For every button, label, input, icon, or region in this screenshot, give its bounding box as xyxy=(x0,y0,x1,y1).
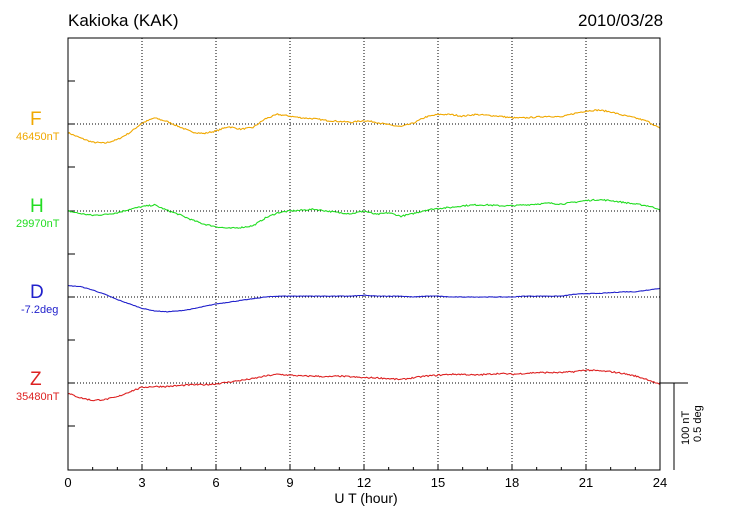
x-tick-label: 24 xyxy=(652,475,668,490)
series-line-z xyxy=(67,369,661,402)
series-line-f xyxy=(67,109,661,144)
scale-bar xyxy=(660,382,688,470)
baseline-h: 29970nT xyxy=(16,218,60,230)
date-label: 2010/03/28 xyxy=(578,11,664,30)
x-tick-label: 18 xyxy=(504,475,520,490)
plot-frame xyxy=(67,37,661,471)
baseline-z: 35480nT xyxy=(16,391,60,403)
baseline-f: 46450nT xyxy=(16,131,60,143)
x-axis-label: U T (hour) xyxy=(334,490,398,506)
x-tick-label: 6 xyxy=(212,475,220,490)
station-title: Kakioka (KAK) xyxy=(68,11,179,30)
channel-label-z: Z xyxy=(30,369,42,390)
channel-label-h: H xyxy=(30,196,44,217)
x-tick-label: 0 xyxy=(64,475,72,490)
channel-label-d: D xyxy=(30,282,44,303)
series-line-d xyxy=(67,284,661,313)
scale-bar-nt-label: 100 nT xyxy=(680,410,692,445)
channel-label-f: F xyxy=(30,109,42,130)
series-layer xyxy=(67,109,661,402)
baseline-d: -7.2deg xyxy=(21,304,59,316)
series-line-h xyxy=(67,198,661,229)
x-tick-label: 12 xyxy=(356,475,372,490)
x-tick-label: 21 xyxy=(578,475,594,490)
scale-bar-deg-label: 0.5 deg xyxy=(692,405,704,442)
x-tick-label: 3 xyxy=(138,475,146,490)
x-tick-label: 15 xyxy=(430,475,446,490)
grid-layer xyxy=(67,37,661,471)
x-tick-label: 9 xyxy=(286,475,294,490)
